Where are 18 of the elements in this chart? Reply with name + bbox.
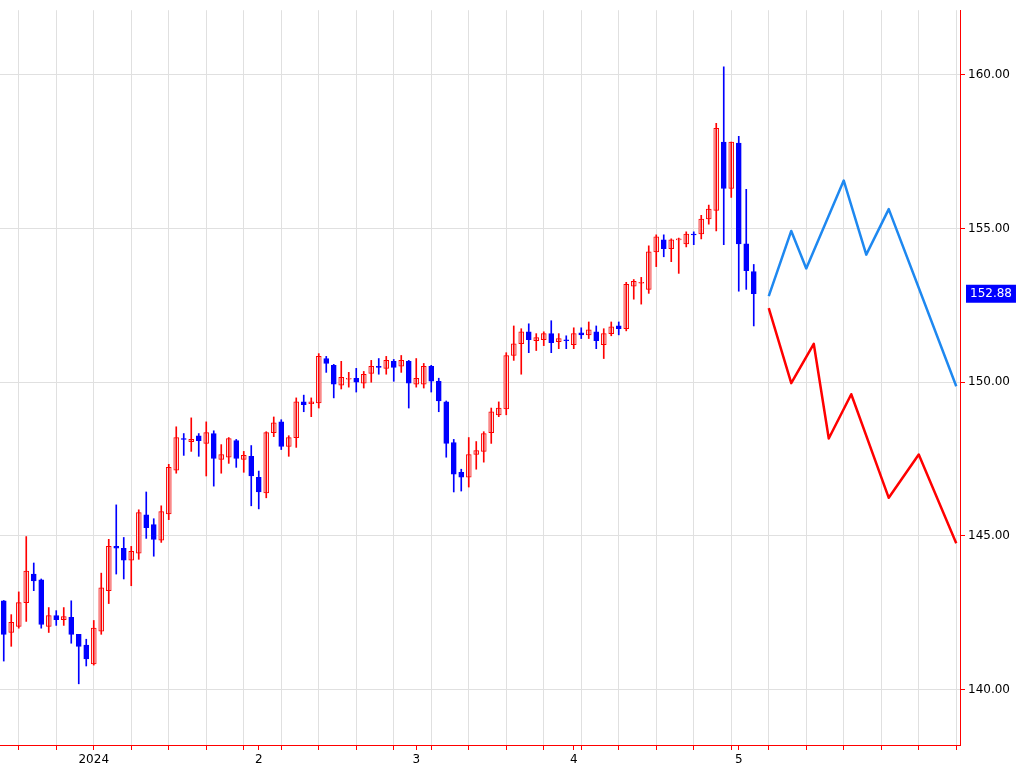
candlestick <box>638 277 645 305</box>
y-tick-label: 140.00 <box>968 681 1010 696</box>
candlestick <box>563 335 570 350</box>
x-tick-label: 4 <box>569 752 578 767</box>
candlestick <box>113 504 120 575</box>
x-tick-label: 2 <box>254 752 263 767</box>
y-tick-label: 145.00 <box>968 528 1010 543</box>
x-tick-label: 5 <box>734 752 743 767</box>
y-tick-label: 150.00 <box>968 374 1010 389</box>
candlestick <box>675 237 682 274</box>
x-tick-label: 2024 <box>78 752 110 767</box>
x-tick-label: 3 <box>412 752 421 767</box>
candlestick <box>690 231 697 246</box>
text: 152.88 <box>970 285 1012 300</box>
y-tick-label: 155.00 <box>968 220 1010 235</box>
y-tick-label: 160.00 <box>968 66 1010 81</box>
candlestick <box>308 397 315 417</box>
candlestick <box>345 372 352 388</box>
